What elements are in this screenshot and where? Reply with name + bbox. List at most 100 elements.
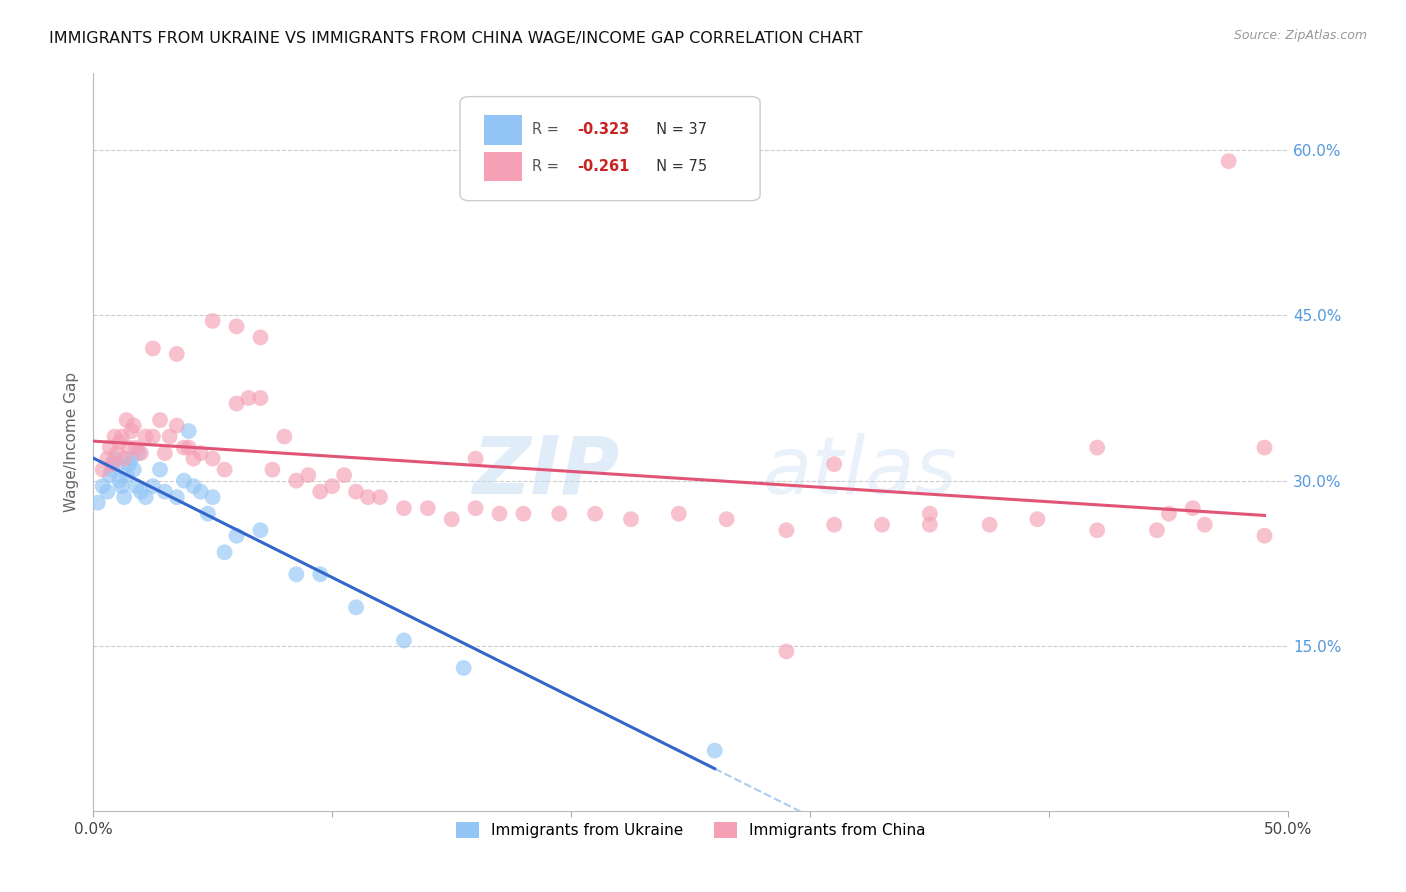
Point <box>112 490 135 504</box>
Point <box>1026 512 1049 526</box>
Point <box>1146 523 1168 537</box>
Point <box>1085 441 1108 455</box>
Point <box>111 479 134 493</box>
Point <box>173 441 195 455</box>
Text: IMMIGRANTS FROM UKRAINE VS IMMIGRANTS FROM CHINA WAGE/INCOME GAP CORRELATION CHA: IMMIGRANTS FROM UKRAINE VS IMMIGRANTS FR… <box>49 31 863 46</box>
Point <box>464 501 486 516</box>
Point <box>620 512 643 526</box>
Point <box>1253 441 1275 455</box>
Text: Source: ZipAtlas.com: Source: ZipAtlas.com <box>1233 29 1367 42</box>
Point <box>105 446 128 460</box>
Point <box>1181 501 1204 516</box>
Point <box>309 484 332 499</box>
Point <box>249 391 271 405</box>
Point <box>142 429 165 443</box>
Point <box>979 517 1001 532</box>
Point <box>285 567 308 582</box>
Point <box>703 743 725 757</box>
Point <box>583 507 606 521</box>
Point <box>135 429 157 443</box>
Point <box>101 462 124 476</box>
Text: R =: R = <box>531 122 564 137</box>
Point <box>96 451 118 466</box>
Point <box>122 418 145 433</box>
Point <box>98 468 121 483</box>
Point <box>125 441 148 455</box>
Point <box>453 661 475 675</box>
Point <box>392 501 415 516</box>
Point <box>225 396 247 410</box>
Point <box>108 435 131 450</box>
Point <box>120 451 142 466</box>
Point <box>153 484 176 499</box>
Point <box>918 507 941 521</box>
Point <box>368 490 391 504</box>
Point <box>238 391 260 405</box>
Point <box>823 517 845 532</box>
Point <box>149 413 172 427</box>
Point <box>128 446 150 460</box>
Legend: Immigrants from Ukraine, Immigrants from China: Immigrants from Ukraine, Immigrants from… <box>450 816 932 844</box>
Point <box>122 462 145 476</box>
Point <box>149 462 172 476</box>
Point <box>1085 523 1108 537</box>
Point <box>120 424 142 438</box>
Point <box>775 523 797 537</box>
Point <box>249 330 271 344</box>
Point <box>344 600 367 615</box>
Point <box>392 633 415 648</box>
Point <box>112 451 135 466</box>
Point <box>104 429 127 443</box>
Point <box>512 507 534 521</box>
Point <box>159 429 181 443</box>
Text: R =: R = <box>531 160 564 174</box>
Point <box>357 490 380 504</box>
Point <box>1157 507 1180 521</box>
Point <box>125 479 148 493</box>
Point <box>142 479 165 493</box>
Point <box>214 462 236 476</box>
Point <box>129 484 152 499</box>
Point <box>416 501 439 516</box>
Point <box>249 523 271 537</box>
Point <box>285 474 308 488</box>
Point <box>201 490 224 504</box>
Point <box>309 567 332 582</box>
Text: N = 75: N = 75 <box>647 160 707 174</box>
Point <box>98 441 121 455</box>
Point <box>225 529 247 543</box>
Point <box>262 462 284 476</box>
Point <box>173 474 195 488</box>
Point <box>105 457 128 471</box>
Point <box>1218 154 1240 169</box>
Bar <box>484 152 522 181</box>
Point <box>668 507 690 521</box>
Point <box>166 347 188 361</box>
Point <box>321 479 343 493</box>
Point <box>87 496 110 510</box>
Bar <box>484 115 522 145</box>
Point <box>344 484 367 499</box>
Point <box>823 457 845 471</box>
Point <box>201 314 224 328</box>
Text: N = 37: N = 37 <box>647 122 707 137</box>
Point <box>96 484 118 499</box>
Point <box>201 451 224 466</box>
Point <box>488 507 510 521</box>
Point <box>115 468 138 483</box>
Point <box>716 512 738 526</box>
Point <box>918 517 941 532</box>
Point <box>118 441 141 455</box>
Point <box>108 474 131 488</box>
Point <box>104 451 127 466</box>
Point <box>297 468 319 483</box>
Point <box>166 490 188 504</box>
Point <box>183 479 205 493</box>
Point <box>464 451 486 466</box>
Point <box>214 545 236 559</box>
Text: atlas: atlas <box>762 433 957 510</box>
Point <box>1253 529 1275 543</box>
Point <box>166 418 188 433</box>
Point <box>142 342 165 356</box>
Text: ZIP: ZIP <box>471 433 619 510</box>
